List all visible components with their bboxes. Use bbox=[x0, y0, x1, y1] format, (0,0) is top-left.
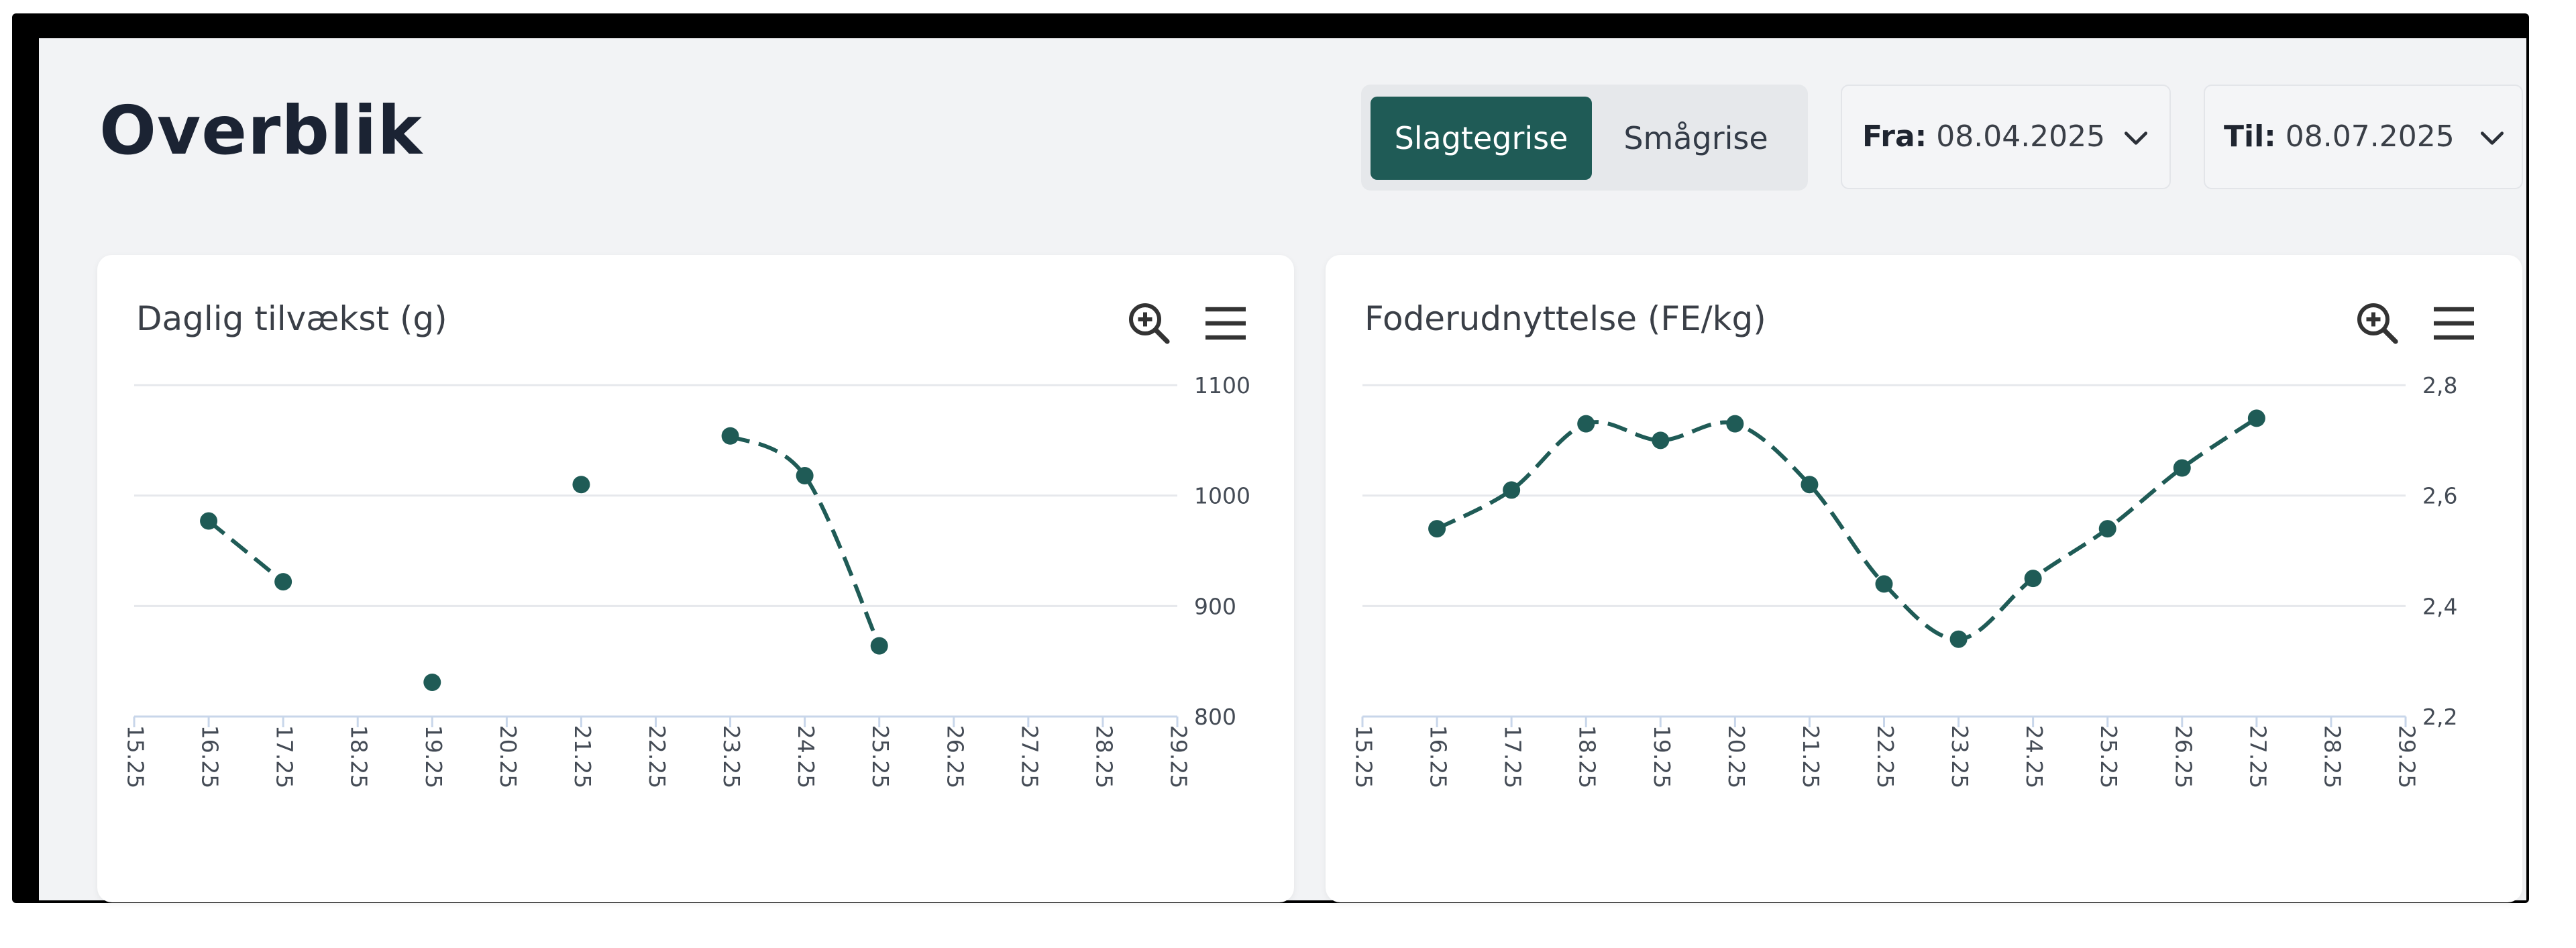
y-tick-label: 800 bbox=[1194, 704, 1236, 730]
data-point bbox=[2024, 570, 2042, 588]
x-tick-label: 19.25 bbox=[1649, 725, 1675, 788]
x-tick-label: 24.25 bbox=[793, 725, 819, 788]
smaagrise-tab[interactable]: Smågrise bbox=[1623, 120, 1768, 156]
date-from-label: Fra: bbox=[1862, 119, 1927, 154]
x-tick-label: 17.25 bbox=[1500, 725, 1526, 788]
data-point bbox=[200, 512, 218, 530]
date-from-text: Fra: 08.04.2025 bbox=[1862, 86, 2105, 188]
x-tick-label: 18.25 bbox=[1574, 725, 1601, 788]
data-point bbox=[2173, 459, 2191, 477]
x-tick-label: 15.25 bbox=[1351, 725, 1377, 788]
x-tick-label: 26.25 bbox=[942, 725, 968, 788]
date-to-label: Til: bbox=[2224, 119, 2276, 154]
chevron-down-icon bbox=[2124, 131, 2148, 145]
x-tick-label: 29.25 bbox=[2394, 725, 2420, 788]
data-point bbox=[1652, 431, 1670, 450]
chart-title: Daglig tilvækst (g) bbox=[136, 299, 447, 338]
x-tick-label: 15.25 bbox=[123, 725, 149, 788]
daily-growth-card: Daglig tilvækst (g) 800 900 1000 1100 15.25 1… bbox=[97, 255, 1294, 902]
zoom-in-icon[interactable] bbox=[2353, 299, 2402, 348]
y-tick-label: 2,4 bbox=[2422, 593, 2457, 619]
data-point bbox=[1801, 476, 1819, 494]
x-tick-label: 16.25 bbox=[1426, 725, 1452, 788]
feed-conversion-chart: 2,2 2,4 2,6 2,8 15.25 16.25 17.25 18.25 19.25 20.… bbox=[1351, 372, 2458, 788]
x-tick-label: 23.25 bbox=[718, 725, 745, 788]
x-tick-label: 20.25 bbox=[1723, 725, 1750, 788]
data-point bbox=[1726, 415, 1744, 433]
window-frame: Overblik Slagtegrise Smågrise Fra: 08.04… bbox=[12, 13, 2529, 903]
chart-title: Foderudnyttelse (FE/kg) bbox=[1364, 299, 1766, 338]
series-line bbox=[207, 519, 284, 584]
x-tick-label: 26.25 bbox=[2170, 725, 2196, 788]
app-content: Overblik Slagtegrise Smågrise Fra: 08.04… bbox=[39, 38, 2526, 902]
y-tick-label: 2,8 bbox=[2422, 372, 2457, 399]
x-tick-label: 24.25 bbox=[2021, 725, 2047, 788]
data-point bbox=[721, 427, 739, 445]
x-tick-label: 22.25 bbox=[1872, 725, 1898, 788]
date-from-select[interactable]: Fra: 08.04.2025 bbox=[1841, 85, 2171, 189]
x-tick-label: 22.25 bbox=[644, 725, 670, 788]
x-tick-label: 21.25 bbox=[1798, 725, 1824, 788]
data-point bbox=[2098, 520, 2116, 538]
data-point bbox=[1949, 630, 1968, 648]
x-tick-label: 27.25 bbox=[1016, 725, 1042, 788]
y-tick-label: 1100 bbox=[1194, 372, 1250, 399]
data-point bbox=[1577, 415, 1595, 433]
pig-type-toggle: Slagtegrise Smågrise bbox=[1361, 85, 1808, 191]
hamburger-menu-icon[interactable] bbox=[1200, 299, 1251, 348]
date-from-value: 08.04.2025 bbox=[1936, 119, 2106, 154]
data-point bbox=[796, 467, 814, 485]
x-tick-label: 16.25 bbox=[197, 725, 223, 788]
chevron-down-icon bbox=[2480, 131, 2504, 145]
data-point bbox=[423, 673, 441, 691]
x-tick-label: 27.25 bbox=[2245, 725, 2271, 788]
x-tick-label: 23.25 bbox=[1947, 725, 1973, 788]
y-tick-label: 2,6 bbox=[2422, 483, 2457, 509]
date-to-text: Til: 08.07.2025 bbox=[2224, 86, 2455, 188]
x-tick-label: 28.25 bbox=[1091, 725, 1117, 788]
x-tick-label: 25.25 bbox=[2096, 725, 2122, 788]
data-point bbox=[870, 637, 888, 655]
feed-conversion-card: Foderudnyttelse (FE/kg) 2,2 2,4 2,6 2,8 15.2… bbox=[1326, 255, 2522, 902]
series-line bbox=[729, 434, 881, 647]
x-tick-label: 21.25 bbox=[570, 725, 596, 788]
date-to-value: 08.07.2025 bbox=[2285, 119, 2455, 154]
x-tick-label: 18.25 bbox=[346, 725, 372, 788]
x-tick-label: 25.25 bbox=[867, 725, 894, 788]
data-point bbox=[274, 573, 292, 591]
date-to-select[interactable]: Til: 08.07.2025 bbox=[2204, 85, 2523, 189]
hamburger-menu-icon[interactable] bbox=[2428, 299, 2479, 348]
data-point bbox=[2247, 409, 2265, 427]
y-tick-label: 900 bbox=[1194, 593, 1236, 619]
x-tick-label: 17.25 bbox=[272, 725, 298, 788]
zoom-in-icon[interactable] bbox=[1125, 299, 1173, 348]
x-tick-label: 20.25 bbox=[495, 725, 521, 788]
data-point bbox=[572, 476, 590, 494]
slagtegrise-tab[interactable]: Slagtegrise bbox=[1371, 97, 1592, 180]
x-tick-label: 28.25 bbox=[2319, 725, 2345, 788]
page-title: Overblik bbox=[99, 91, 423, 170]
y-tick-label: 1000 bbox=[1194, 483, 1250, 509]
y-tick-label: 2,2 bbox=[2422, 704, 2457, 730]
data-point bbox=[1503, 481, 1521, 499]
data-point bbox=[1875, 575, 1893, 593]
x-tick-label: 29.25 bbox=[1166, 725, 1192, 788]
x-tick-label: 19.25 bbox=[421, 725, 447, 788]
data-point bbox=[1428, 520, 1446, 538]
daily-growth-chart: 800 900 1000 1100 15.25 16.25 17.25 18.25 19.25 2… bbox=[123, 372, 1250, 788]
